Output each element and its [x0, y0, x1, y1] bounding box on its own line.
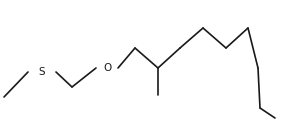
Text: S: S [39, 67, 45, 77]
Text: O: O [104, 63, 112, 73]
